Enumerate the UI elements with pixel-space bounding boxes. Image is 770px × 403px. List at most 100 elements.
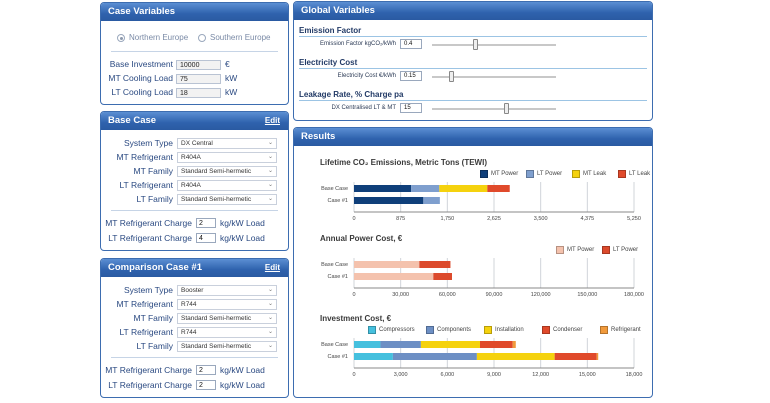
base-investment-label: Base Investment xyxy=(109,59,173,69)
divider xyxy=(111,51,278,52)
bar-segment xyxy=(423,197,440,204)
lt-family-select[interactable]: Standard Semi-hermetic ⌄ xyxy=(177,194,277,205)
radio-icon[interactable] xyxy=(198,33,206,42)
divider xyxy=(111,210,278,211)
bar-segment xyxy=(354,261,420,268)
tick-label: 0 xyxy=(352,216,355,222)
tick-label: 60,000 xyxy=(439,292,456,298)
tick-label: 15,000 xyxy=(579,372,596,378)
base-case-title: Base Case xyxy=(108,115,157,126)
region-southern-europe[interactable]: Southern Europe xyxy=(198,33,271,42)
tick-label: 180,000 xyxy=(624,292,644,298)
tick-label: 6,000 xyxy=(440,372,454,378)
lt-family-select[interactable]: Standard Semi-hermetic ⌄ xyxy=(177,341,277,352)
emission-factor-field[interactable]: 0.4 xyxy=(400,39,422,49)
legend-item: LT Power xyxy=(602,246,638,254)
emission-factor-label: Emission Factor kgCO₂/kWh xyxy=(319,41,396,47)
mt-refrigerant-charge-field[interactable]: 2 xyxy=(196,365,216,375)
electricity-cost-section-title: Electricity Cost xyxy=(299,58,358,67)
bar-segment xyxy=(554,353,597,360)
base-investment-field[interactable]: 10000 xyxy=(176,60,221,70)
legend-item: LT Leak xyxy=(618,170,650,178)
legend-swatch xyxy=(426,326,434,334)
chevron-down-icon: ⌄ xyxy=(267,329,273,335)
mt-family-select[interactable]: Standard Semi-hermetic ⌄ xyxy=(177,313,277,324)
electricity-cost-slider-handle[interactable] xyxy=(449,71,454,82)
bar-segment xyxy=(380,341,421,348)
region-northern-europe[interactable]: Northern Europe xyxy=(117,33,188,42)
lt-refrigerant-charge-label: LT Refrigerant Charge xyxy=(108,380,192,390)
legend-label: Refrigerant xyxy=(611,327,641,333)
legend-item: Refrigerant xyxy=(600,326,641,334)
chevron-down-icon: ⌄ xyxy=(267,315,273,321)
lt-refrigerant-charge-unit: kg/kW Load xyxy=(220,380,265,390)
emission-factor-slider-handle[interactable] xyxy=(473,39,478,50)
lt-refrigerant-select[interactable]: R404A ⌄ xyxy=(177,180,277,191)
category-label: Base Case xyxy=(321,342,348,348)
case-variables-title: Case Variables xyxy=(108,6,176,17)
mt-refrigerant-select[interactable]: R744 ⌄ xyxy=(177,299,277,310)
legend-swatch xyxy=(556,246,564,254)
electricity-cost-label: Electricity Cost €/kWh xyxy=(337,73,396,79)
lt-cooling-load-field[interactable]: 18 xyxy=(176,88,221,98)
leakage-rate-charge-pa-slider-track[interactable] xyxy=(432,108,556,110)
mt-refrigerant-select[interactable]: R404A ⌄ xyxy=(177,152,277,163)
divider xyxy=(299,100,647,101)
bar-segment xyxy=(411,185,440,192)
bar-segment xyxy=(354,197,424,204)
chevron-down-icon: ⌄ xyxy=(267,168,273,174)
mt-refrigerant-charge-unit: kg/kW Load xyxy=(220,365,265,375)
tick-label: 1,750 xyxy=(440,216,454,222)
comparison-case-panel: Comparison Case #1 Edit System Type Boost… xyxy=(100,258,289,398)
system-type-select[interactable]: DX Central ⌄ xyxy=(177,138,277,149)
system-type-label: System Type xyxy=(124,138,173,148)
electricity-cost-field[interactable]: 0.15 xyxy=(400,71,422,81)
legend-swatch xyxy=(618,170,626,178)
comparison-case-edit-link[interactable]: Edit xyxy=(264,263,280,272)
mt-cooling-load-field[interactable]: 75 xyxy=(176,74,221,84)
tick-label: 3,000 xyxy=(394,372,408,378)
system-type-select[interactable]: Booster ⌄ xyxy=(177,285,277,296)
case-variables-panel: Case Variables Northern Europe Southern … xyxy=(100,2,289,105)
mt-refrigerant-charge-field[interactable]: 2 xyxy=(196,218,216,228)
chart-title: Lifetime CO₂ Emissions, Metric Tons (TEW… xyxy=(320,158,487,167)
comparison-case-header: Comparison Case #1 Edit xyxy=(101,259,288,277)
divider xyxy=(111,357,278,358)
base-investment-unit: € xyxy=(225,59,230,69)
bar-segment xyxy=(596,353,599,360)
mt-refrigerant-charge-label: MT Refrigerant Charge xyxy=(105,365,192,375)
tick-label: 120,000 xyxy=(531,292,551,298)
radio-icon[interactable] xyxy=(117,33,125,42)
base-case-header: Base Case Edit xyxy=(101,112,288,130)
lt-refrigerant-charge-field[interactable]: 4 xyxy=(196,233,216,243)
legend-item: Compressors xyxy=(368,326,415,334)
base-case-edit-link[interactable]: Edit xyxy=(264,116,280,125)
global-variables-title: Global Variables xyxy=(301,5,375,16)
mt-family-select[interactable]: Standard Semi-hermetic ⌄ xyxy=(177,166,277,177)
lt-refrigerant-label: LT Refrigerant xyxy=(119,180,173,190)
leakage-rate-charge-pa-slider-handle[interactable] xyxy=(504,103,509,114)
legend-label: Compressors xyxy=(379,327,415,333)
lt-refrigerant-charge-field[interactable]: 2 xyxy=(196,380,216,390)
lt-refrigerant-select[interactable]: R744 ⌄ xyxy=(177,327,277,338)
mt-family-label: MT Family xyxy=(133,313,173,323)
legend-label: MT Power xyxy=(491,171,519,177)
electricity-cost-slider-track[interactable] xyxy=(432,76,556,78)
leakage-rate-charge-pa-label: DX Centralised LT & MT xyxy=(331,105,396,111)
emission-factor-slider-track[interactable] xyxy=(432,44,556,46)
lt-refrigerant-label: LT Refrigerant xyxy=(119,327,173,337)
legend-item: MT Power xyxy=(556,246,594,254)
legend-item: Condenser xyxy=(542,326,582,334)
legend-item: LT Power xyxy=(526,170,562,178)
legend-swatch xyxy=(368,326,376,334)
bar-segment xyxy=(419,261,451,268)
system-type-label: System Type xyxy=(124,285,173,295)
tick-label: 875 xyxy=(396,216,405,222)
leakage-rate-charge-pa-field[interactable]: 15 xyxy=(400,103,422,113)
category-label: Case #1 xyxy=(328,354,349,360)
bar-segment xyxy=(354,185,412,192)
tick-label: 12,000 xyxy=(532,372,549,378)
bar-segment xyxy=(476,353,555,360)
tick-label: 0 xyxy=(352,372,355,378)
case-variables-header: Case Variables xyxy=(101,3,288,21)
